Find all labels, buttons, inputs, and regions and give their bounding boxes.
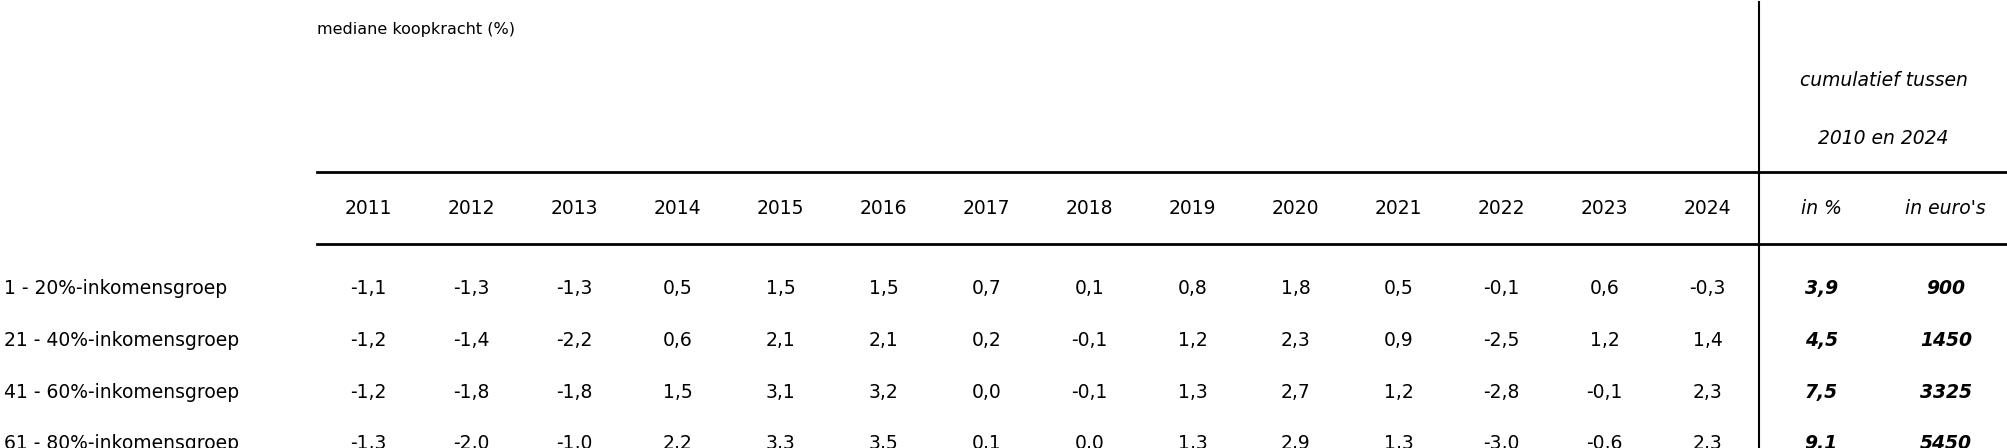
Text: 2024: 2024 xyxy=(1682,199,1730,218)
Text: 21 - 40%-inkomensgroep: 21 - 40%-inkomensgroep xyxy=(4,331,239,350)
Text: 2012: 2012 xyxy=(448,199,496,218)
Text: 1,2: 1,2 xyxy=(1383,383,1413,401)
Text: -1,3: -1,3 xyxy=(351,434,387,448)
Text: -2,5: -2,5 xyxy=(1483,331,1519,350)
Text: -2,0: -2,0 xyxy=(454,434,490,448)
Text: cumulatief tussen: cumulatief tussen xyxy=(1798,71,1967,90)
Text: 1,3: 1,3 xyxy=(1178,383,1206,401)
Text: 61 - 80%-inkomensgroep: 61 - 80%-inkomensgroep xyxy=(4,434,239,448)
Text: -1,4: -1,4 xyxy=(454,331,490,350)
Text: 1,8: 1,8 xyxy=(1280,280,1311,298)
Text: 0,0: 0,0 xyxy=(971,383,1001,401)
Text: 0,9: 0,9 xyxy=(1383,331,1413,350)
Text: 2,1: 2,1 xyxy=(765,331,795,350)
Text: -2,2: -2,2 xyxy=(556,331,592,350)
Text: 5450: 5450 xyxy=(1919,434,1971,448)
Text: -0,1: -0,1 xyxy=(1586,383,1622,401)
Text: 41 - 60%-inkomensgroep: 41 - 60%-inkomensgroep xyxy=(4,383,239,401)
Text: 0,6: 0,6 xyxy=(1590,280,1618,298)
Text: 2,3: 2,3 xyxy=(1280,331,1311,350)
Text: 0,5: 0,5 xyxy=(1383,280,1413,298)
Text: 2022: 2022 xyxy=(1477,199,1525,218)
Text: 0,6: 0,6 xyxy=(662,331,692,350)
Text: 2015: 2015 xyxy=(757,199,805,218)
Text: 3,2: 3,2 xyxy=(869,383,897,401)
Text: mediane koopkracht (%): mediane koopkracht (%) xyxy=(317,22,516,37)
Text: 2016: 2016 xyxy=(859,199,907,218)
Text: 2,9: 2,9 xyxy=(1280,434,1311,448)
Text: -1,3: -1,3 xyxy=(454,280,490,298)
Text: -1,2: -1,2 xyxy=(351,383,387,401)
Text: 2,7: 2,7 xyxy=(1280,383,1311,401)
Text: 0,7: 0,7 xyxy=(971,280,1001,298)
Text: 2018: 2018 xyxy=(1066,199,1112,218)
Text: -0,6: -0,6 xyxy=(1586,434,1622,448)
Text: 2014: 2014 xyxy=(654,199,700,218)
Text: 2010 en 2024: 2010 en 2024 xyxy=(1818,129,1947,148)
Text: 1450: 1450 xyxy=(1919,331,1971,350)
Text: 2013: 2013 xyxy=(550,199,598,218)
Text: 2017: 2017 xyxy=(963,199,1010,218)
Text: 2019: 2019 xyxy=(1168,199,1216,218)
Text: 2,3: 2,3 xyxy=(1692,383,1722,401)
Text: -0,1: -0,1 xyxy=(1072,331,1108,350)
Text: 3,1: 3,1 xyxy=(765,383,795,401)
Text: 3,5: 3,5 xyxy=(869,434,897,448)
Text: 900: 900 xyxy=(1925,280,1965,298)
Text: -1,0: -1,0 xyxy=(556,434,592,448)
Text: -1,2: -1,2 xyxy=(351,331,387,350)
Text: -0,1: -0,1 xyxy=(1072,383,1108,401)
Text: 4,5: 4,5 xyxy=(1804,331,1836,350)
Text: 2,2: 2,2 xyxy=(662,434,692,448)
Text: 1,2: 1,2 xyxy=(1178,331,1206,350)
Text: 1,2: 1,2 xyxy=(1590,331,1618,350)
Text: 2023: 2023 xyxy=(1580,199,1628,218)
Text: 1,4: 1,4 xyxy=(1692,331,1722,350)
Text: -1,1: -1,1 xyxy=(351,280,387,298)
Text: 0,1: 0,1 xyxy=(1074,280,1104,298)
Text: 3,9: 3,9 xyxy=(1804,280,1836,298)
Text: 7,5: 7,5 xyxy=(1804,383,1836,401)
Text: in %: in % xyxy=(1800,199,1840,218)
Text: -1,8: -1,8 xyxy=(454,383,490,401)
Text: in euro's: in euro's xyxy=(1905,199,1985,218)
Text: 2021: 2021 xyxy=(1375,199,1421,218)
Text: 2,1: 2,1 xyxy=(869,331,897,350)
Text: -1,3: -1,3 xyxy=(556,280,592,298)
Text: 3,3: 3,3 xyxy=(765,434,795,448)
Text: 0,8: 0,8 xyxy=(1178,280,1206,298)
Text: 3325: 3325 xyxy=(1919,383,1971,401)
Text: 2011: 2011 xyxy=(345,199,391,218)
Text: 9,1: 9,1 xyxy=(1804,434,1836,448)
Text: -2,8: -2,8 xyxy=(1483,383,1519,401)
Text: 0,0: 0,0 xyxy=(1074,434,1104,448)
Text: 1,5: 1,5 xyxy=(765,280,795,298)
Text: 2,3: 2,3 xyxy=(1692,434,1722,448)
Text: 1,5: 1,5 xyxy=(869,280,897,298)
Text: -0,1: -0,1 xyxy=(1483,280,1519,298)
Text: 1,3: 1,3 xyxy=(1178,434,1206,448)
Text: 1,3: 1,3 xyxy=(1383,434,1413,448)
Text: 2020: 2020 xyxy=(1270,199,1319,218)
Text: -3,0: -3,0 xyxy=(1483,434,1519,448)
Text: -1,8: -1,8 xyxy=(556,383,592,401)
Text: 0,5: 0,5 xyxy=(662,280,692,298)
Text: 1 - 20%-inkomensgroep: 1 - 20%-inkomensgroep xyxy=(4,280,227,298)
Text: 1,5: 1,5 xyxy=(662,383,692,401)
Text: 0,2: 0,2 xyxy=(971,331,1001,350)
Text: -0,3: -0,3 xyxy=(1688,280,1724,298)
Text: 0,1: 0,1 xyxy=(971,434,1001,448)
